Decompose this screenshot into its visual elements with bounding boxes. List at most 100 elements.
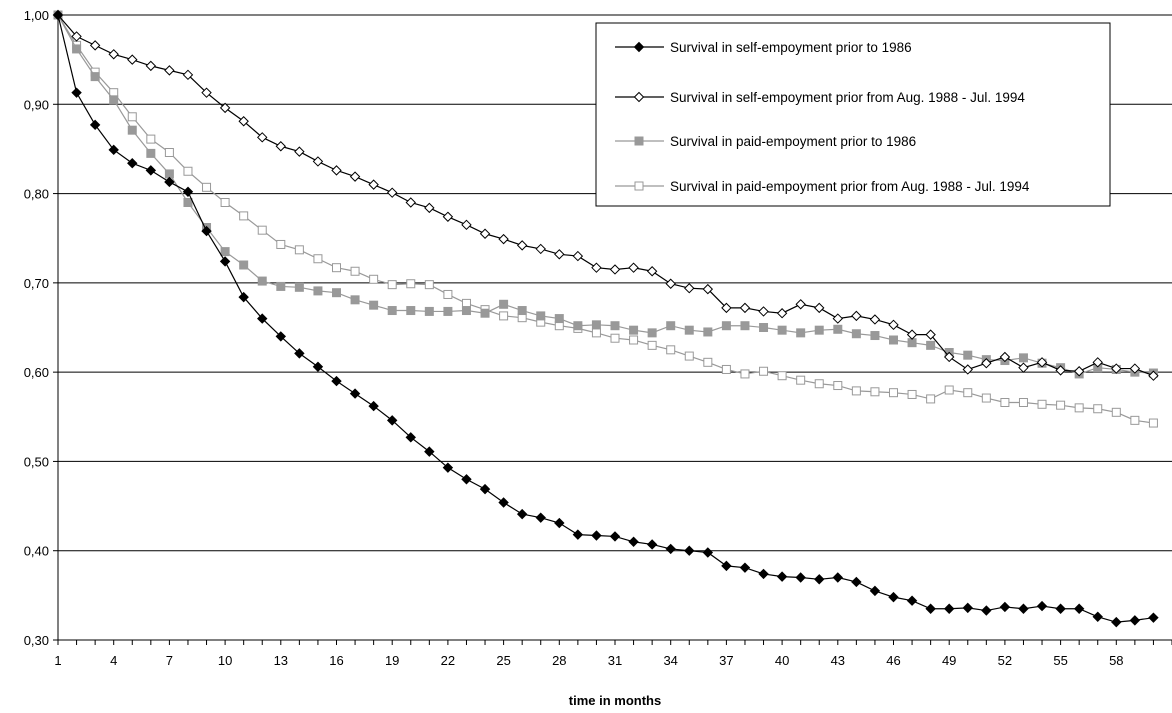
legend-label: Survival in paid-empoyment prior from Au… — [670, 179, 1030, 194]
data-point — [108, 144, 119, 156]
data-point — [666, 321, 676, 331]
data-point — [573, 321, 583, 331]
data-point — [108, 49, 119, 60]
data-point — [1130, 415, 1140, 425]
data-point — [516, 508, 528, 520]
data-point — [796, 328, 806, 338]
data-point — [870, 387, 880, 397]
data-point — [999, 351, 1011, 363]
data-point — [795, 299, 806, 310]
x-tick-label: 55 — [1053, 653, 1067, 668]
data-point — [368, 400, 379, 412]
x-tick-label: 19 — [385, 653, 399, 668]
data-point — [646, 266, 658, 277]
legend-marker — [633, 91, 645, 103]
x-tick-label: 46 — [886, 653, 900, 668]
data-point — [349, 171, 361, 182]
data-point — [499, 299, 509, 309]
data-point — [833, 324, 843, 334]
data-point — [869, 585, 881, 597]
data-point — [1148, 612, 1159, 623]
legend-entry: Survival in self-empoyment prior to 1986 — [615, 40, 912, 55]
data-point — [962, 602, 973, 614]
data-point — [146, 134, 156, 144]
data-point — [795, 572, 806, 583]
data-point — [1036, 600, 1048, 612]
data-point — [944, 385, 954, 395]
y-tick-label: 0,40 — [24, 544, 49, 559]
data-point — [220, 247, 230, 257]
data-point — [870, 331, 880, 341]
data-point — [647, 340, 657, 350]
data-point — [109, 95, 119, 105]
data-point — [387, 280, 397, 290]
data-point — [702, 283, 714, 295]
data-point — [369, 274, 379, 284]
axes: 0,30 0,40 0,50 0,60 0,70 0,80 0,90 1,00 1 4 7 10 13 1… — [24, 8, 1172, 668]
data-point — [777, 371, 787, 381]
x-tick-label: 7 — [166, 653, 173, 668]
data-point — [906, 329, 918, 340]
data-point — [405, 197, 416, 208]
data-point — [889, 335, 898, 345]
data-point — [814, 325, 824, 335]
data-point — [646, 539, 658, 550]
x-tick-label: 40 — [775, 653, 789, 668]
data-point — [665, 543, 676, 555]
data-point — [239, 211, 249, 221]
data-point — [1148, 418, 1158, 428]
series-2 — [52, 9, 1159, 381]
data-point — [665, 278, 676, 289]
x-tick-label: 58 — [1109, 653, 1123, 668]
data-point — [145, 165, 157, 176]
data-point — [721, 321, 731, 331]
data-point — [758, 568, 769, 580]
data-point — [535, 512, 546, 523]
data-point — [312, 156, 324, 167]
data-point — [424, 280, 434, 290]
data-point — [331, 375, 342, 387]
x-tick-label: 43 — [831, 653, 845, 668]
x-tick-label: 52 — [998, 653, 1012, 668]
x-axis-title: time in months — [569, 693, 661, 708]
data-point — [312, 361, 324, 372]
data-point — [832, 313, 844, 324]
data-point — [164, 148, 174, 157]
data-point — [1074, 403, 1084, 413]
data-point — [461, 306, 471, 316]
data-point — [591, 320, 601, 330]
data-point — [777, 325, 787, 335]
data-point — [888, 591, 899, 603]
data-point — [406, 279, 416, 289]
x-tick-label: 28 — [552, 653, 566, 668]
data-point — [498, 233, 509, 245]
x-tick-label: 22 — [441, 653, 455, 668]
data-point — [629, 325, 639, 335]
data-point — [702, 547, 714, 558]
x-tick-label: 37 — [719, 653, 733, 668]
data-point — [1018, 353, 1028, 363]
data-point — [238, 291, 249, 303]
data-point — [703, 327, 713, 337]
data-point — [776, 308, 788, 319]
data-point — [535, 243, 546, 255]
data-point — [740, 321, 750, 331]
data-point — [219, 256, 231, 267]
y-tick-label: 1,00 — [24, 8, 49, 23]
data-point — [164, 169, 174, 179]
data-point — [1018, 362, 1029, 373]
data-point — [814, 302, 825, 314]
data-point — [350, 266, 360, 276]
x-tick-label: 4 — [110, 653, 117, 668]
data-point — [869, 314, 881, 325]
data-point — [479, 228, 491, 239]
data-point — [1073, 603, 1085, 614]
data-point — [1073, 366, 1085, 377]
data-point — [1037, 399, 1047, 409]
data-point — [164, 176, 175, 188]
x-tick-label: 1 — [54, 653, 61, 668]
data-point — [201, 87, 212, 98]
data-point — [182, 186, 194, 197]
data-point — [963, 388, 973, 398]
data-point — [572, 529, 584, 540]
